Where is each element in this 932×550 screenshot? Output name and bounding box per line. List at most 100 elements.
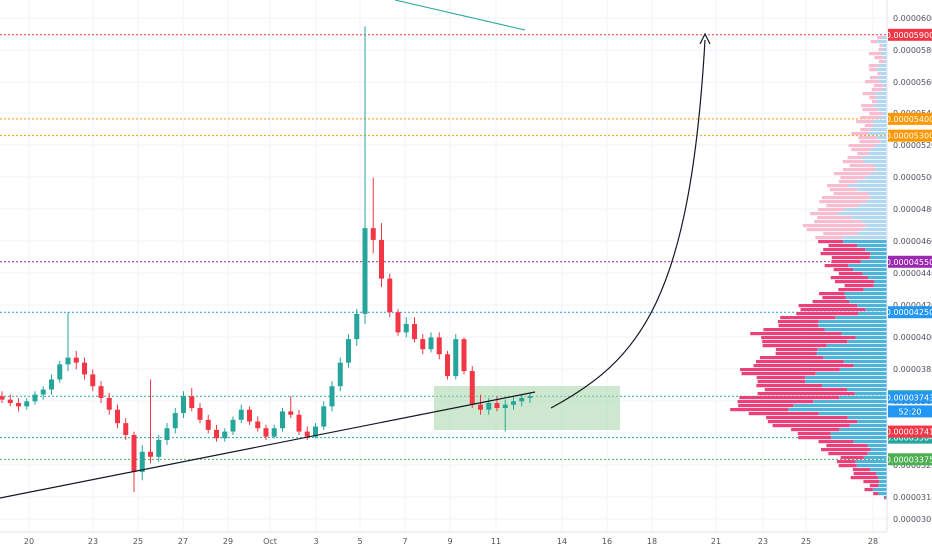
time-axis[interactable] — [0, 532, 887, 550]
candle-body — [181, 396, 186, 414]
profile-bar-up — [850, 216, 887, 220]
price-marker-badge — [888, 391, 932, 404]
profile-bar-up — [877, 100, 887, 104]
profile-bar-down — [858, 136, 877, 140]
profile-bar-up — [872, 120, 887, 124]
price-tick-label: 0.00004000 — [893, 333, 932, 342]
time-tick-label: 5 — [357, 537, 362, 546]
candle-body — [172, 413, 178, 429]
profile-bar-down — [870, 40, 878, 44]
price-tick-label: 0.00004400 — [893, 269, 932, 278]
profile-bar-up — [848, 264, 887, 268]
profile-bar-up — [875, 168, 887, 172]
candle-body — [494, 402, 500, 409]
profile-bar-up — [835, 316, 887, 320]
profile-bar-up — [870, 468, 887, 472]
profile-bar-down — [777, 320, 819, 324]
profile-bar-up — [813, 400, 887, 404]
price-tick-label: 0.00005200 — [893, 141, 932, 150]
consolidation-box[interactable] — [434, 386, 620, 430]
price-marker-label: 0.00003743 — [886, 393, 932, 402]
candle-body — [131, 434, 137, 472]
profile-bar-down — [829, 188, 858, 192]
profile-bar-up — [837, 212, 887, 216]
profile-bar-down — [862, 92, 876, 96]
profile-bar-down — [857, 152, 869, 156]
profile-bar-up — [793, 404, 887, 408]
profile-bar-up — [824, 328, 887, 332]
profile-bar-down — [822, 296, 846, 300]
candle-body — [329, 386, 335, 407]
candle-body — [57, 364, 63, 380]
profile-bar-down — [853, 472, 877, 476]
profile-bar-up — [870, 448, 887, 452]
candle-body — [478, 404, 483, 410]
profile-bar-up — [877, 476, 887, 480]
support-trendline[interactable] — [0, 391, 536, 499]
price-tick-label: 0.00005000 — [893, 173, 932, 182]
price-marker-badge — [888, 405, 932, 418]
candle-body — [280, 411, 285, 429]
profile-bar-down — [868, 64, 879, 68]
profile-bar-up — [882, 88, 887, 92]
profile-bar-down — [764, 388, 847, 392]
profile-bar-up — [839, 428, 887, 432]
candle-body — [387, 278, 393, 313]
profile-bar-up — [872, 488, 887, 492]
profile-bar-down — [828, 452, 868, 456]
candle-body — [527, 396, 533, 398]
candles — [0, 26, 533, 493]
profile-bar-up — [876, 136, 887, 140]
profile-bar-up — [855, 460, 887, 464]
profile-bar-down — [831, 260, 861, 264]
profile-bar-down — [833, 268, 854, 272]
profile-bar-down — [848, 144, 876, 148]
candle-body — [222, 431, 228, 439]
price-marker-badge — [888, 112, 932, 125]
price-tick-label: 0.00006000 — [893, 14, 932, 23]
profile-bar-down — [869, 68, 877, 72]
profile-bar-down — [826, 204, 859, 208]
price-marker-label: 0.00005900 — [886, 31, 932, 40]
candle-body — [263, 428, 269, 437]
profile-bar-down — [869, 112, 883, 116]
profile-bar-up — [805, 380, 887, 384]
profile-bar-up — [858, 204, 887, 208]
profile-bar-down — [842, 160, 864, 164]
price-marker-badge — [888, 425, 932, 438]
profile-bar-down — [763, 328, 825, 332]
profile-bar-down — [870, 76, 879, 80]
profile-bar-up — [879, 80, 887, 84]
profile-bar-up — [880, 52, 887, 56]
candle-body — [304, 431, 310, 437]
profile-bar-up — [858, 312, 887, 316]
price-marker-label: 0.00003504 — [886, 434, 932, 443]
profile-bar-up — [879, 116, 887, 120]
profile-bar-up — [830, 432, 887, 436]
price-marker-badge — [888, 453, 932, 466]
projection-arrow[interactable] — [550, 39, 706, 409]
profile-bar-down — [772, 424, 850, 428]
profile-bar-up — [869, 128, 887, 132]
profile-bar-down — [757, 392, 855, 396]
candle-body — [230, 419, 236, 432]
profile-bar-up — [863, 456, 887, 460]
profile-bar-down — [869, 96, 877, 100]
resistance-trendline[interactable] — [394, 0, 526, 31]
profile-bar-down — [884, 496, 886, 500]
candle-body — [379, 239, 384, 279]
profile-bar-up — [870, 148, 887, 152]
candle-body — [502, 404, 508, 409]
profile-bar-down — [878, 48, 883, 52]
profile-bar-down — [877, 72, 881, 76]
candle-body — [445, 354, 450, 377]
profile-bar-up — [885, 496, 887, 500]
profile-bar-up — [856, 232, 887, 236]
candle-body — [40, 389, 46, 395]
profile-bar-up — [873, 124, 887, 128]
candle-body — [461, 339, 467, 372]
profile-bar-down — [798, 304, 858, 308]
price-axis-markers: 0.00005900 0.00005400 0.00005300 0.00004550… — [886, 28, 932, 466]
